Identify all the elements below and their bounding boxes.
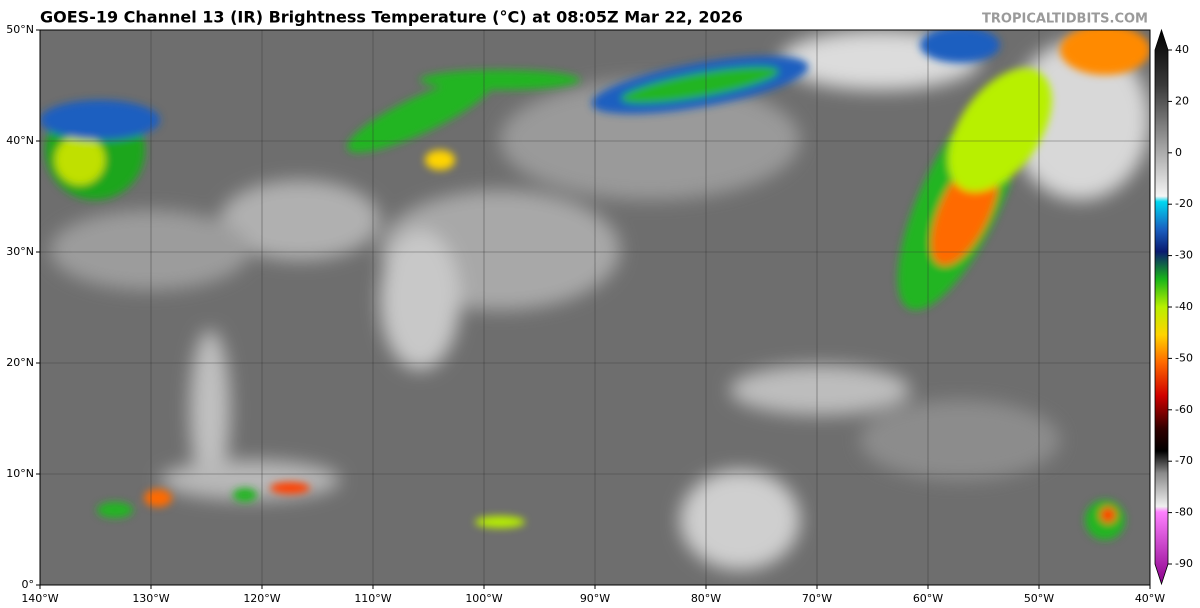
y-tick-label: 20°N bbox=[6, 356, 34, 369]
colorbar-tick-label: -50 bbox=[1175, 351, 1193, 364]
colorbar-tick-label: -70 bbox=[1175, 454, 1193, 467]
x-tick-label: 50°W bbox=[1024, 592, 1054, 605]
x-tick-label: 120°W bbox=[243, 592, 280, 605]
colorbar-tick-label: -90 bbox=[1175, 557, 1193, 570]
y-tick-label: 10°N bbox=[6, 467, 34, 480]
colorbar-tick-label: -60 bbox=[1175, 403, 1193, 416]
colorbar-tick-label: -80 bbox=[1175, 506, 1193, 519]
x-tick-label: 70°W bbox=[802, 592, 832, 605]
x-tick-label: 110°W bbox=[354, 592, 391, 605]
credit: TROPICALTIDBITS.COM bbox=[982, 12, 1148, 27]
colorbar-tick-label: 0 bbox=[1175, 146, 1182, 159]
colorbar-tick-label: -20 bbox=[1175, 197, 1193, 210]
title: GOES-19 Channel 13 (IR) Brightness Tempe… bbox=[40, 8, 743, 27]
colorbar-tick-label: -40 bbox=[1175, 300, 1193, 313]
x-tick-label: 40°W bbox=[1135, 592, 1165, 605]
y-tick-label: 30°N bbox=[6, 245, 34, 258]
colorbar-tick-label: -30 bbox=[1175, 249, 1193, 262]
colorbar-tick-label: 40 bbox=[1175, 43, 1189, 56]
y-tick-label: 0° bbox=[22, 578, 35, 591]
colorbar bbox=[1154, 28, 1169, 586]
colorbar-tick-label: 20 bbox=[1175, 94, 1189, 107]
x-tick-label: 130°W bbox=[132, 592, 169, 605]
x-tick-label: 80°W bbox=[691, 592, 721, 605]
colorbar-ticks: 40 20 0 -20 -30 -40 -50 -60 -70 -80 -90 bbox=[1168, 43, 1193, 570]
x-tick-label: 60°W bbox=[913, 592, 943, 605]
y-tick-label: 40°N bbox=[6, 134, 34, 147]
y-tick-label: 50°N bbox=[6, 23, 34, 36]
x-tick-label: 140°W bbox=[21, 592, 58, 605]
x-tick-label: 90°W bbox=[580, 592, 610, 605]
x-tick-label: 100°W bbox=[465, 592, 502, 605]
